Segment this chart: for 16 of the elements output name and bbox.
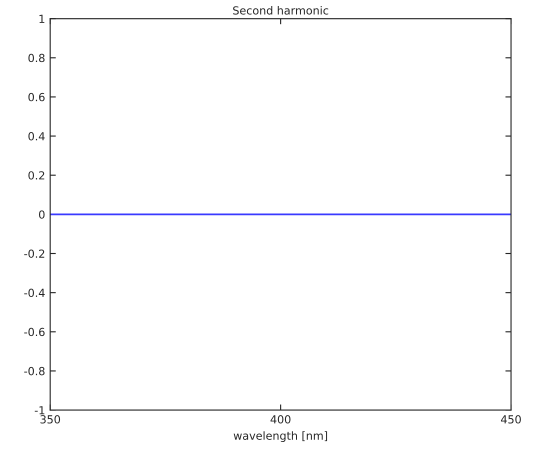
- y-tick-label: 0.4: [28, 132, 45, 140]
- y-tick-label: 0.6: [28, 92, 45, 102]
- y-tick-label: -0.4: [24, 288, 45, 298]
- y-tick-label: -0.2: [24, 249, 44, 258]
- y-tick-label: 0: [39, 210, 45, 219]
- y-tick-label: 1: [39, 14, 44, 23]
- y-tick-label: 0.2: [28, 171, 44, 180]
- x-axis-title: wavelength [nm]: [234, 431, 328, 442]
- x-tick-label: 450: [500, 415, 521, 424]
- y-tick-label: -1: [34, 406, 44, 414]
- y-tick-label: -0.6: [24, 328, 45, 336]
- chart-title: Second harmonic: [233, 6, 328, 15]
- x-tick-label: 400: [270, 415, 290, 424]
- y-tick-label: 0.8: [28, 54, 45, 62]
- x-tick-label: 350: [40, 415, 60, 424]
- y-tick-label: -0.8: [24, 366, 45, 376]
